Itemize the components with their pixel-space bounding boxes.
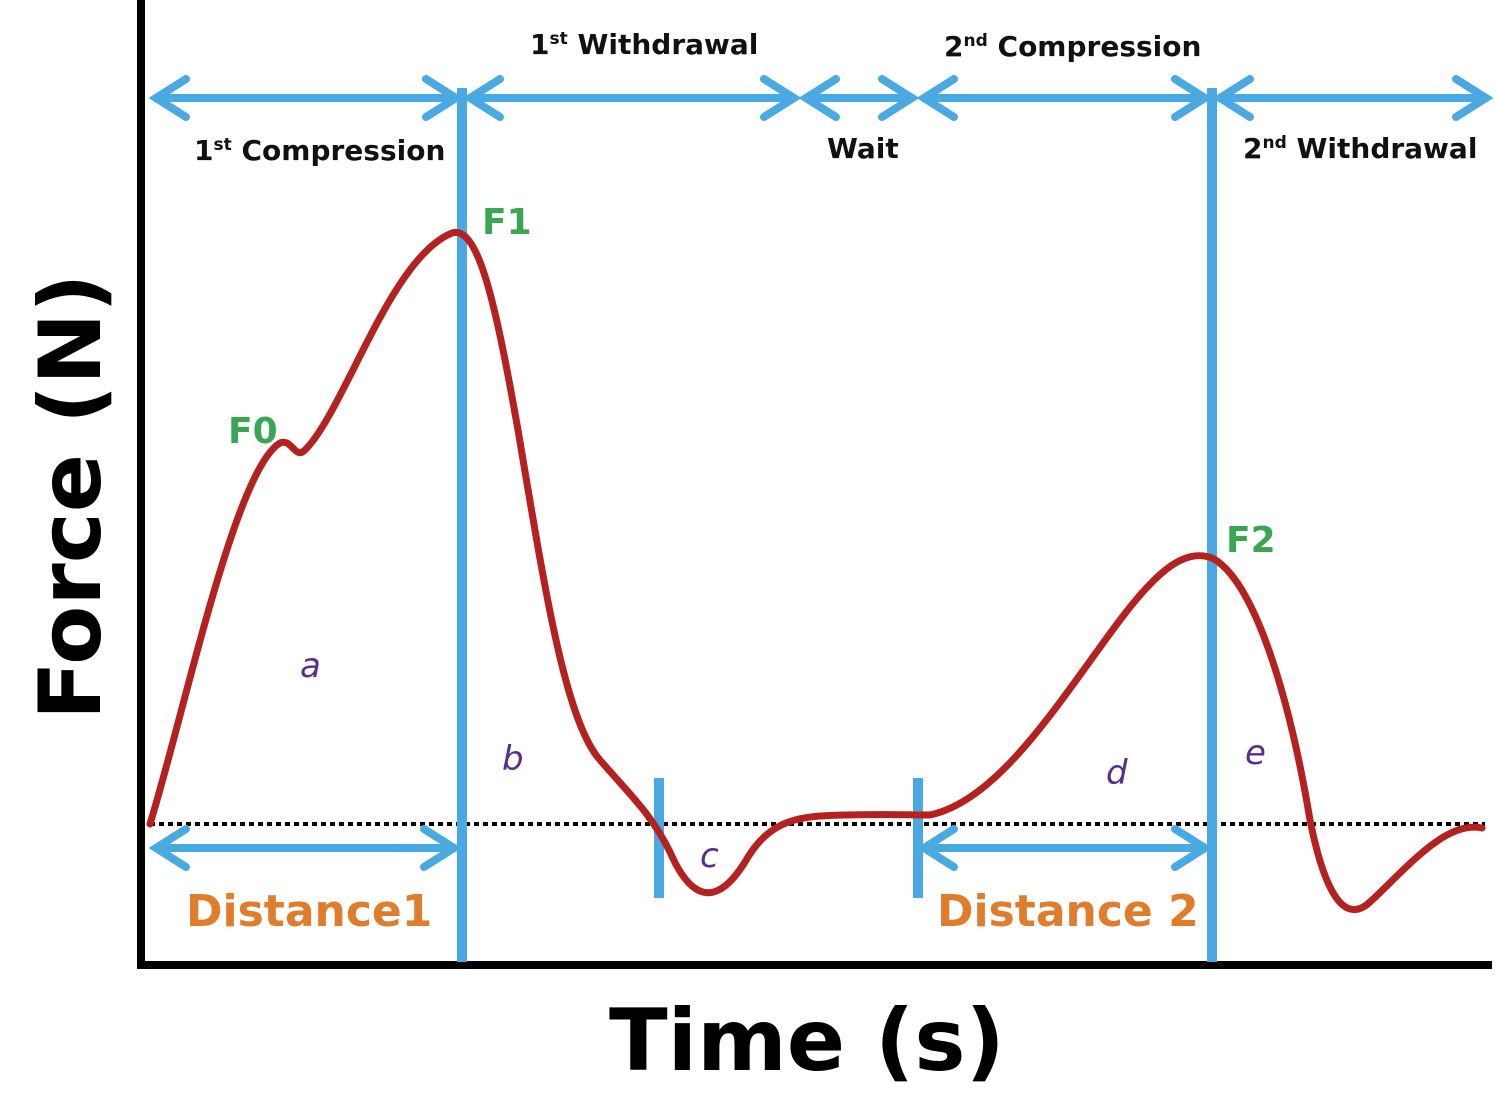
label-area-d: d <box>1106 753 1128 793</box>
label-distance-2: Distance 2 <box>937 886 1199 937</box>
label-area-a: a <box>300 646 321 686</box>
label-second-withdrawal: 2nd Withdrawal <box>1243 132 1477 165</box>
label-peak-f1: F1 <box>482 202 532 243</box>
label-second-compression: 2nd Compression <box>944 30 1201 63</box>
label-peak-f2: F2 <box>1226 520 1276 561</box>
label-distance-1: Distance1 <box>186 886 432 937</box>
label-wait: Wait <box>827 132 899 165</box>
label-area-b: b <box>502 739 524 779</box>
label-first-compression: 1st Compression <box>194 134 445 167</box>
label-first-withdrawal: 1st Withdrawal <box>530 28 758 61</box>
label-peak-f0: F0 <box>228 411 278 452</box>
label-area-e: e <box>1245 733 1266 773</box>
force-curve <box>146 228 1486 914</box>
y-axis-title: Force (N) <box>21 273 121 720</box>
phase-arrows <box>148 75 1494 121</box>
label-area-c: c <box>700 836 719 876</box>
distance-arrows <box>148 825 1213 871</box>
x-axis-title: Time (s) <box>609 991 1005 1091</box>
